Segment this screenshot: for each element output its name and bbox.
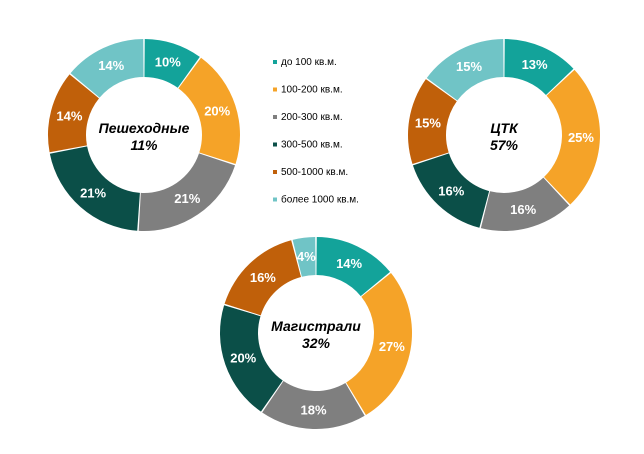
slice-label: 16%: [438, 184, 464, 199]
slice-label: 20%: [204, 104, 230, 119]
donut-slice: [292, 237, 316, 277]
legend-swatch: [273, 60, 277, 64]
donut-slice: [47, 74, 100, 153]
donut-slice: [138, 153, 236, 231]
slice-label: 21%: [174, 191, 200, 206]
legend-label: 100-200 кв.м.: [281, 85, 343, 96]
slice-label: 15%: [415, 115, 441, 130]
donut-slice: [480, 177, 570, 231]
slice-label: 27%: [379, 339, 405, 354]
donut-slice: [426, 39, 504, 101]
donut-slice: [224, 240, 301, 316]
legend-swatch: [273, 170, 277, 174]
donut-slice: [316, 237, 391, 297]
slice-label: 14%: [98, 58, 124, 73]
legend-label: до 100 кв.м.: [281, 57, 337, 68]
slice-label: 14%: [336, 256, 362, 271]
slice-label: 18%: [301, 402, 327, 417]
center-title: Пешеходные: [99, 120, 190, 136]
donut-slice: [49, 146, 140, 231]
legend: до 100 кв.м. 100-200 кв.м. 200-300 кв.м. 30…: [273, 57, 359, 206]
slice-label: 20%: [230, 351, 256, 366]
legend-swatch: [273, 87, 277, 92]
donut-slice: [70, 39, 144, 98]
center-percent: 32%: [302, 335, 331, 351]
legend-swatch: [273, 197, 277, 202]
donut-slice: [504, 39, 574, 95]
slice-label: 14%: [56, 108, 82, 123]
center-percent: 11%: [131, 137, 159, 153]
center-title: Магистрали: [271, 318, 361, 334]
slice-label: 16%: [250, 270, 276, 285]
legend-label: 300-500 кв.м.: [281, 140, 343, 151]
slice-label: 13%: [522, 57, 548, 72]
donut-slice: [262, 381, 365, 429]
donut-slice: [412, 153, 490, 228]
legend-label: 500-1000 кв.м.: [281, 167, 348, 178]
slice-label: 21%: [80, 185, 106, 200]
center-percent: 57%: [490, 137, 519, 153]
legend-label: более 1000 кв.м.: [281, 194, 359, 206]
slice-label: 25%: [568, 130, 594, 145]
donut-slice: [144, 39, 200, 88]
slice-label: 10%: [155, 54, 181, 69]
slice-label: 15%: [456, 59, 482, 74]
slice-label: 4%: [297, 249, 316, 264]
center-title: ЦТК: [490, 120, 519, 136]
donut-slice: [178, 57, 240, 164]
donut-slice: [346, 273, 413, 415]
legend-swatch: [273, 142, 277, 147]
donut-slice: [408, 79, 457, 164]
donut-slice: [219, 305, 283, 412]
legend-swatch: [273, 115, 277, 119]
donut-slice: [544, 69, 600, 205]
slice-label: 16%: [510, 202, 536, 217]
legend-label: 200-300 кв.м.: [281, 112, 343, 123]
